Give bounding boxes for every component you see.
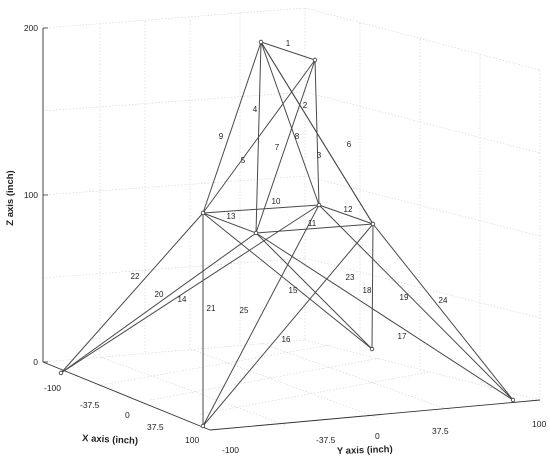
z-tick-labels: 200 100 0 <box>24 23 38 367</box>
member-label: 5 <box>241 156 246 165</box>
member-label: 24 <box>439 296 448 305</box>
truss-members <box>60 41 514 427</box>
member-label: 23 <box>346 273 355 282</box>
member-label: 11 <box>308 219 317 228</box>
truss-member-11 <box>255 223 374 234</box>
y-tick-label: 37.5 <box>432 426 449 436</box>
member-label: 21 <box>207 304 216 313</box>
truss-member-23 <box>255 232 373 350</box>
member-label: 7 <box>275 143 280 152</box>
x-tick-label: 100 <box>185 435 199 445</box>
member-label: 13 <box>227 212 236 221</box>
x-tick-label: 37.5 <box>147 422 164 432</box>
member-label: 10 <box>272 197 281 206</box>
x-tick-label: -37.5 <box>80 400 100 410</box>
axis-frame <box>42 27 541 431</box>
z-tick-label: 0 <box>33 357 38 367</box>
z-axis-label: Z axis (inch) <box>5 170 16 225</box>
member-label: 8 <box>295 132 300 141</box>
truss-member-7 <box>255 59 316 234</box>
member-label: 22 <box>131 272 140 281</box>
x-tick-label: -100 <box>44 383 61 393</box>
member-label: 3 <box>317 151 322 160</box>
member-label: 12 <box>344 205 353 214</box>
truss-member-1 <box>260 41 316 61</box>
y-tick-label: 0 <box>375 431 380 441</box>
y-tick-label: -37.5 <box>316 435 336 445</box>
truss-node <box>58 370 64 376</box>
member-label: 19 <box>400 293 409 302</box>
member-label: 6 <box>347 140 352 149</box>
truss-member-25 <box>202 223 374 427</box>
member-label: 17 <box>398 332 407 341</box>
truss-node <box>370 221 376 227</box>
truss-member-9 <box>202 41 262 214</box>
z-tick-label: 200 <box>24 23 38 33</box>
member-label: 15 <box>289 286 298 295</box>
truss-member-17 <box>372 223 514 401</box>
truss-member-4 <box>260 41 320 206</box>
truss-member-24 <box>318 204 514 401</box>
truss-member-22 <box>60 212 204 374</box>
member-label: 18 <box>363 286 372 295</box>
x-tick-label: 0 <box>125 410 130 420</box>
x-axis-label: X axis (inch) <box>82 433 138 447</box>
truss-member-12 <box>318 204 374 225</box>
truss-node <box>369 346 375 352</box>
truss-node <box>200 423 206 429</box>
truss-node <box>312 57 318 63</box>
truss-node <box>258 39 264 45</box>
truss-member-6 <box>260 41 374 225</box>
y-tick-label: -100 <box>222 445 239 455</box>
truss-member-14 <box>60 204 320 374</box>
member-label: 25 <box>240 306 249 315</box>
truss-member-18 <box>371 223 374 350</box>
y-tick-labels: -100 -37.5 0 37.5 100 <box>222 419 546 455</box>
x-tick-labels: -100 -37.5 0 37.5 100 <box>44 383 199 445</box>
y-axis-label: Y axis (inch) <box>337 444 393 457</box>
truss-member-20 <box>60 232 257 374</box>
truss-node <box>510 397 516 403</box>
member-label: 4 <box>253 105 258 114</box>
grid-lines <box>42 7 541 426</box>
member-label: 1 <box>286 39 291 48</box>
truss-node <box>316 202 322 208</box>
truss-node <box>253 230 259 236</box>
member-label: 9 <box>219 132 224 141</box>
member-label: 14 <box>178 295 187 304</box>
y-tick-label: 100 <box>532 419 546 429</box>
member-label: 16 <box>282 335 291 344</box>
truss-node <box>200 210 206 216</box>
truss-member-10 <box>202 204 320 214</box>
member-label: 20 <box>155 290 164 299</box>
z-tick-label: 100 <box>24 190 38 200</box>
member-label: 2 <box>303 101 308 110</box>
truss-nodes <box>58 39 516 429</box>
truss-member-16 <box>202 204 320 427</box>
truss-member-13 <box>202 212 257 234</box>
truss-member-15 <box>202 212 373 350</box>
truss-member-19 <box>255 232 514 401</box>
truss-member-8 <box>255 41 262 234</box>
